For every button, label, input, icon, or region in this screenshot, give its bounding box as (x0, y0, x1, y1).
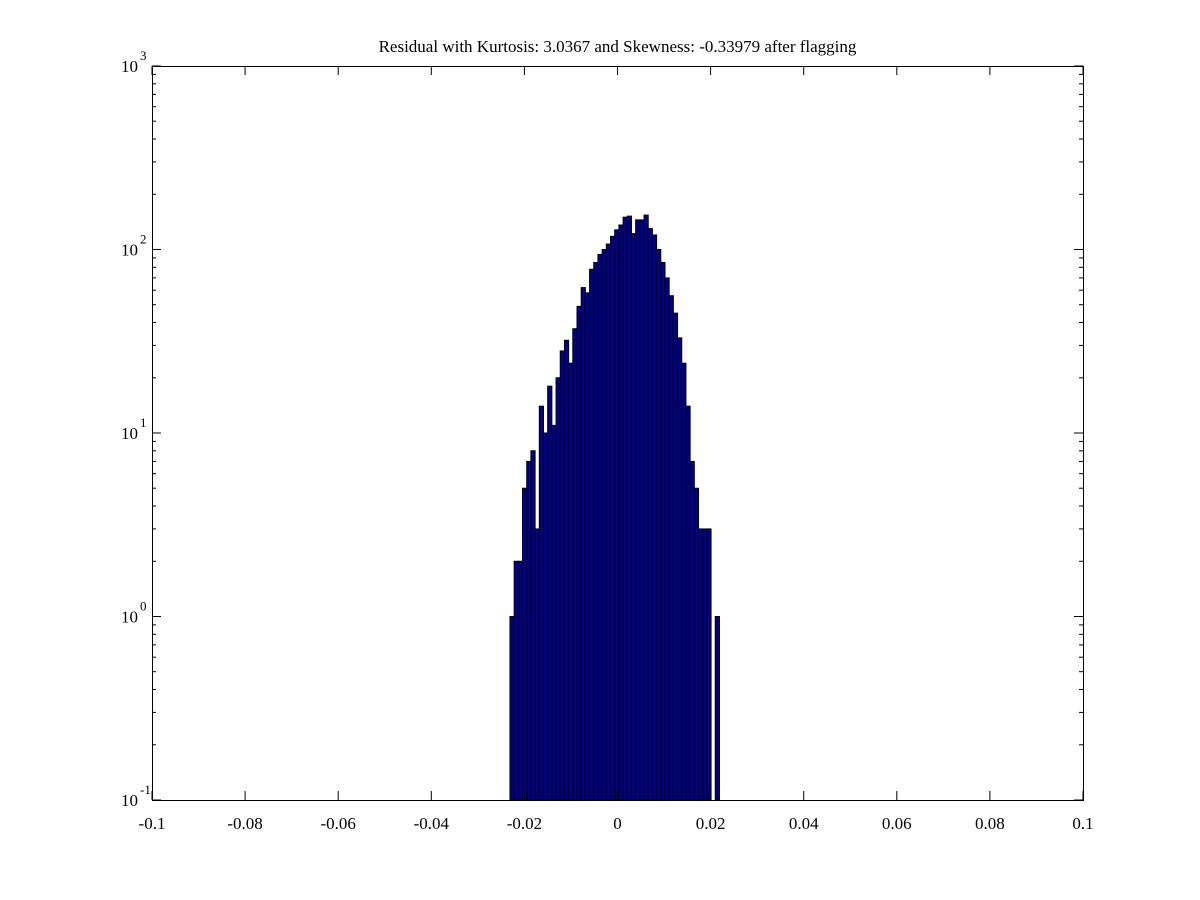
histogram-bar (672, 312, 679, 801)
x-tick-label: 0.1 (1072, 814, 1093, 833)
histogram-bar (530, 450, 536, 801)
histogram-bar (626, 215, 632, 801)
histogram-bar (576, 305, 582, 801)
histogram-bar (643, 214, 649, 801)
histogram-bar (668, 295, 674, 801)
histogram-bar (522, 487, 528, 801)
y-tick-label: 10 (121, 791, 138, 810)
histogram-bar (693, 487, 699, 801)
histogram-bar (601, 249, 607, 801)
y-tick-label: 10 (121, 57, 138, 76)
histogram-bar (563, 339, 570, 801)
chart-title: Residual with Kurtosis: 3.0367 and Skewn… (378, 37, 857, 56)
histogram-bar (681, 362, 687, 801)
histogram-bar (660, 261, 666, 801)
histogram-bar (593, 261, 599, 801)
histogram-bar (685, 405, 691, 801)
x-tick-label: 0.04 (789, 814, 819, 833)
histogram-bar (584, 292, 591, 801)
histogram-bar (534, 528, 540, 801)
y-tick-exponent: 1 (140, 415, 147, 430)
histogram-bar (517, 560, 524, 801)
histogram-bar (651, 234, 658, 801)
histogram-bar (639, 219, 645, 801)
histogram-bar (555, 377, 561, 801)
histogram-bar (622, 216, 628, 801)
histogram-bar (647, 228, 653, 801)
histogram-bar (656, 249, 662, 801)
histogram-bar (614, 229, 620, 801)
histogram-bar (635, 219, 641, 801)
histogram-bar (513, 560, 519, 801)
histogram-bar (630, 233, 637, 801)
histogram-bar (702, 528, 708, 801)
histogram-bar (559, 350, 565, 801)
y-tick-exponent: 0 (140, 599, 147, 614)
histogram-bar (551, 424, 557, 801)
histogram-bar (572, 328, 578, 801)
x-tick-label: -0.06 (320, 814, 355, 833)
histogram-bar (509, 616, 515, 801)
x-tick-label: -0.04 (414, 814, 450, 833)
histogram-bar (597, 253, 603, 801)
x-tick-label: -0.02 (507, 814, 542, 833)
x-tick-label: 0.02 (696, 814, 726, 833)
histogram-bar (618, 224, 624, 801)
y-tick-label: 10 (121, 424, 138, 443)
x-tick-label: 0 (613, 814, 622, 833)
y-tick-exponent: 3 (140, 48, 147, 63)
histogram-bar (677, 337, 683, 801)
x-tick-label: 0.06 (882, 814, 912, 833)
histogram-bar (714, 616, 720, 801)
x-tick-label: 0.08 (975, 814, 1005, 833)
y-tick-label: 10 (121, 241, 138, 260)
histogram-bar (589, 268, 595, 801)
histogram-bar (580, 287, 586, 801)
histogram-bar (698, 528, 704, 801)
histogram-bar (605, 243, 612, 801)
histogram-bar (610, 235, 616, 801)
x-tick-label: -0.1 (139, 814, 166, 833)
histogram-bar (542, 432, 549, 801)
histogram-bar (538, 405, 544, 801)
histogram-bar (547, 385, 553, 801)
histogram-bar (664, 277, 670, 801)
x-tick-label: -0.08 (227, 814, 262, 833)
histogram-bar (526, 460, 532, 801)
y-tick-exponent: -1 (140, 782, 151, 797)
y-tick-label: 10 (121, 608, 138, 627)
histogram-bar (689, 460, 695, 801)
histogram-bar (706, 528, 712, 801)
histogram-bar (568, 362, 574, 801)
y-tick-exponent: 2 (140, 232, 147, 247)
